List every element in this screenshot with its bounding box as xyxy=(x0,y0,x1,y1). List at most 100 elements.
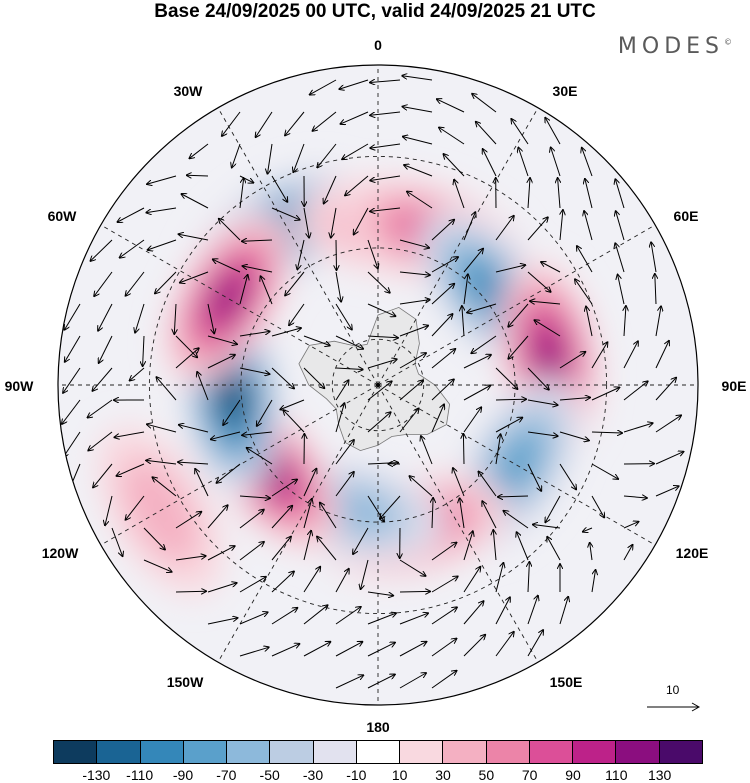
meridian-line xyxy=(100,224,379,386)
meridian-line xyxy=(377,384,539,663)
wind-vector-arrow xyxy=(239,577,266,593)
wind-vector-arrow xyxy=(463,635,485,657)
wind-vector-arrow xyxy=(495,632,514,657)
wind-vector-arrow xyxy=(655,452,683,465)
colorbar-tick-label: -110 xyxy=(126,767,154,783)
wind-vector-arrow xyxy=(147,175,177,184)
wind-vector-arrow xyxy=(207,583,237,593)
wind-vector-arrow xyxy=(143,559,172,572)
wind-vector-arrow xyxy=(207,618,237,625)
wind-vector-arrow xyxy=(623,423,653,433)
anomaly-contour xyxy=(469,268,511,314)
wind-vector-arrow xyxy=(65,303,81,330)
wind-vector-arrow xyxy=(655,341,669,369)
wind-vector-arrow xyxy=(126,271,145,296)
wind-vector-arrow xyxy=(655,378,676,401)
wind-vector-arrow xyxy=(431,257,458,273)
wind-vector-arrow xyxy=(256,111,273,137)
wind-vector-arrow xyxy=(195,469,209,497)
map-border xyxy=(57,64,699,706)
colorbar-tick-label: -90 xyxy=(172,767,194,783)
lon-label-150e: 150E xyxy=(549,674,583,690)
colorbar-segment xyxy=(400,741,444,763)
wind-vector-arrow xyxy=(495,563,503,593)
wind-vector-arrow xyxy=(271,644,299,657)
wind-vector-arrow xyxy=(559,463,576,489)
wind-vector-arrow xyxy=(431,607,457,625)
wind-vector-arrow xyxy=(217,463,241,483)
colorbar-segment xyxy=(140,741,184,763)
wind-vector-arrow xyxy=(63,367,81,393)
wind-vector-arrow xyxy=(530,301,561,304)
wind-vector-arrow xyxy=(623,381,648,401)
wind-vector-arrow xyxy=(551,148,561,177)
wind-vector-arrow xyxy=(179,234,209,241)
brand-name: MODES xyxy=(617,34,724,59)
wind-vector-arrow xyxy=(130,367,145,381)
wind-vector-arrow xyxy=(439,128,465,145)
wind-vector-arrow xyxy=(463,355,491,369)
wind-vector-arrow xyxy=(615,243,625,273)
wind-vector-arrow xyxy=(303,367,324,388)
wind-vector-arrow xyxy=(623,341,638,369)
wind-vector-arrow xyxy=(175,591,206,592)
wind-vector-arrow xyxy=(527,399,558,405)
wind-vector-arrow xyxy=(335,368,363,370)
wind-vector-arrow xyxy=(313,111,337,131)
wind-vector-arrow xyxy=(143,527,165,550)
wind-vector-arrow xyxy=(586,307,593,337)
wind-vector-arrow xyxy=(91,239,113,261)
wind-vector-arrow xyxy=(271,506,292,529)
wind-vector-arrow xyxy=(303,335,330,346)
wind-vector-arrow xyxy=(179,425,209,433)
wind-vector-arrow xyxy=(239,496,270,498)
wind-vector-arrow xyxy=(655,306,661,337)
wind-vector-arrow xyxy=(175,556,206,561)
wind-vector-arrow xyxy=(178,462,209,464)
wind-vector-arrow xyxy=(135,303,145,333)
wind-vector-arrow xyxy=(303,642,330,657)
wind-vector-arrow xyxy=(493,530,496,561)
colorbar-tick-label: 110 xyxy=(605,767,628,783)
wind-vector-arrow xyxy=(655,274,656,305)
wind-vector-arrow xyxy=(431,349,455,369)
wind-vector-arrow xyxy=(339,79,369,89)
meridian-line xyxy=(377,224,656,386)
wind-vector-arrow xyxy=(335,569,349,593)
lon-label-60e: 60E xyxy=(673,208,699,224)
wind-vector-arrow xyxy=(147,424,177,433)
wind-vector-arrow xyxy=(559,398,590,401)
colorbar-segment xyxy=(616,741,660,763)
wind-vector-arrow xyxy=(591,342,607,369)
wind-vector-arrow xyxy=(431,220,454,241)
meridian-line xyxy=(377,384,656,546)
colorbar-segment xyxy=(659,741,702,763)
wind-vector-arrow xyxy=(247,448,273,465)
brand-logo: MODES© xyxy=(618,34,732,59)
wind-vector-arrow xyxy=(303,531,311,561)
lon-label-120w: 120W xyxy=(41,545,79,561)
wind-vector-arrow xyxy=(63,431,81,457)
wind-vector-arrow xyxy=(495,265,525,273)
wind-vector-arrow xyxy=(239,542,264,561)
wind-vector-arrow xyxy=(399,613,428,625)
wind-vector-arrow xyxy=(335,607,361,625)
wind-vector-arrow xyxy=(495,216,514,241)
wind-vector-arrow xyxy=(239,367,269,374)
wind-vector-arrow xyxy=(285,111,305,135)
wind-vector-arrow xyxy=(207,335,237,344)
south-pole-marker xyxy=(376,383,380,387)
wind-vector-arrow xyxy=(527,463,541,491)
wind-vector-arrow xyxy=(271,480,297,497)
colorbar-segment xyxy=(573,741,617,763)
wind-vector-arrow xyxy=(463,407,481,433)
wind-vector-arrow xyxy=(331,207,337,238)
wind-vector-arrow xyxy=(495,367,517,389)
wind-vector-arrow xyxy=(472,94,497,113)
wind-vector-arrow xyxy=(591,463,618,479)
wind-vector-arrow xyxy=(94,271,113,296)
wind-vector-arrow xyxy=(126,495,145,520)
wind-vector-arrow xyxy=(482,501,497,529)
wind-vector-arrow xyxy=(407,192,433,209)
wind-vector-arrow xyxy=(479,472,497,497)
